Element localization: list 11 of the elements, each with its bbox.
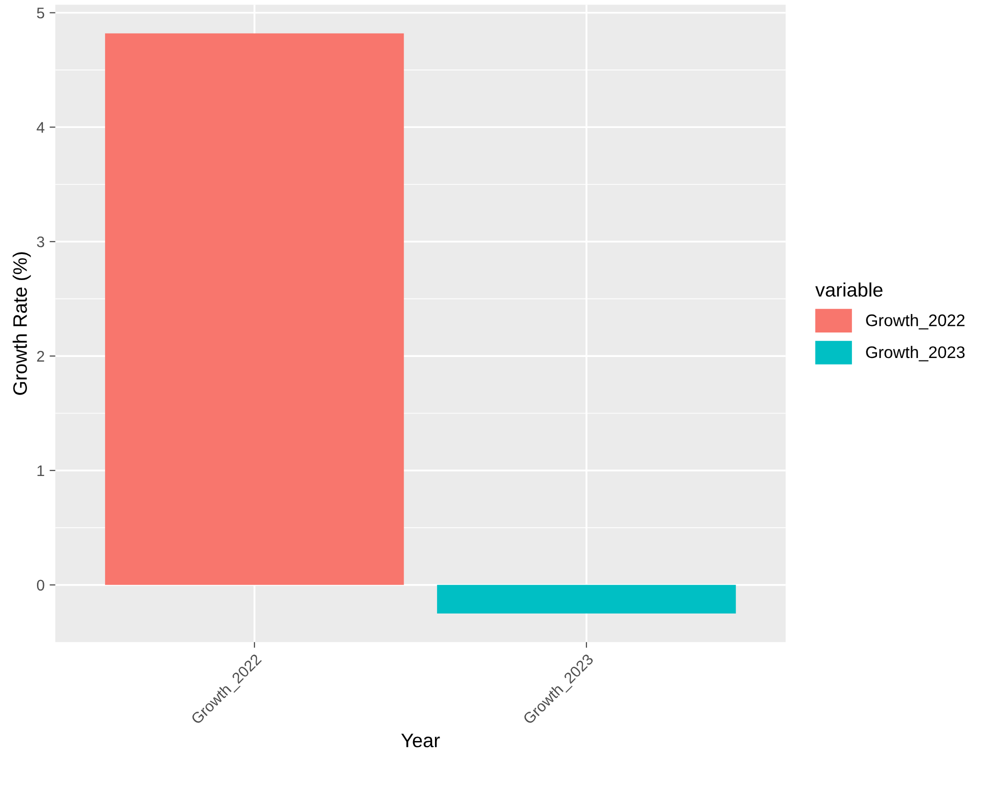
legend-label: Growth_2022 bbox=[866, 314, 964, 330]
y-tick-label: 1 bbox=[38, 466, 44, 476]
y-tick-label: 0 bbox=[36, 580, 44, 591]
y-tick-label: 2 bbox=[37, 350, 44, 362]
legend-label: Growth_2023 bbox=[866, 346, 965, 362]
y-tick-label: 3 bbox=[36, 236, 44, 248]
y-tick-label: 4 bbox=[36, 122, 44, 133]
y-tick-label: 5 bbox=[36, 8, 44, 18]
legend-title: variable bbox=[815, 282, 882, 297]
y-axis-title: Growth Rate (%) bbox=[12, 252, 31, 395]
x-axis-title: Year bbox=[401, 734, 440, 748]
